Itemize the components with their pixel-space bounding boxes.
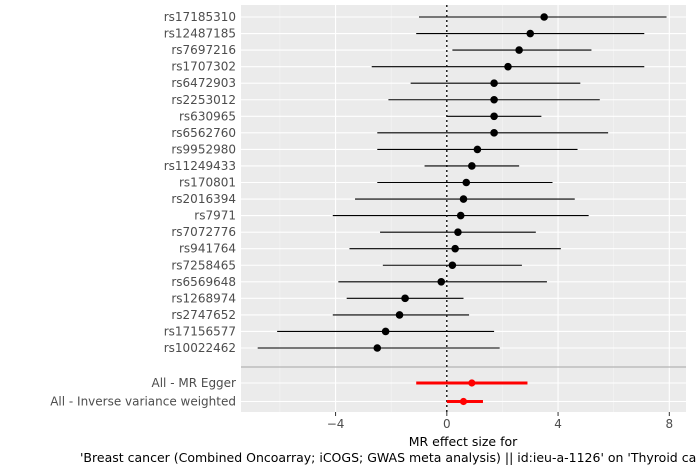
snp-point — [526, 29, 535, 38]
snp-point — [490, 112, 498, 121]
snp-label: rs6569648 — [171, 275, 236, 289]
snp-label: rs7971 — [194, 209, 236, 223]
snp-point — [468, 162, 476, 170]
summary-point — [468, 379, 476, 387]
snp-label: rs2747652 — [171, 308, 236, 322]
snp-label: rs12487185 — [164, 27, 236, 41]
snp-point — [490, 129, 498, 137]
snp-label: rs630965 — [179, 109, 236, 123]
snp-point — [490, 79, 498, 87]
x-tick-label: 4 — [554, 417, 562, 431]
snp-point — [456, 211, 465, 220]
snp-point — [401, 294, 409, 303]
snp-label: rs2253012 — [171, 93, 236, 107]
snp-point — [462, 178, 471, 187]
snp-point — [395, 311, 404, 319]
snp-point — [373, 344, 382, 352]
summary-label: All - Inverse variance weighted — [50, 395, 236, 409]
summary-label: All - MR Egger — [152, 376, 237, 390]
snp-label: rs941764 — [179, 242, 236, 256]
snp-label: rs11249433 — [164, 159, 236, 173]
snp-point — [437, 278, 446, 286]
snp-label: rs170801 — [179, 176, 236, 190]
snp-label: rs6562760 — [171, 126, 236, 140]
x-tick-label: 0 — [443, 417, 451, 431]
snp-point — [381, 327, 390, 336]
snp-label: rs7258465 — [171, 258, 236, 272]
snp-point — [454, 228, 462, 236]
snp-label: rs6472903 — [171, 76, 236, 90]
plot-panel — [241, 5, 686, 412]
snp-point — [473, 145, 482, 154]
x-tick-label: −4 — [327, 417, 345, 431]
x-axis-label-line2: 'Breast cancer (Combined Oncoarray; iCOG… — [80, 450, 696, 465]
snp-point — [448, 261, 457, 270]
summary-point — [459, 397, 468, 406]
snp-label: rs7072776 — [171, 225, 236, 239]
snp-point — [451, 244, 459, 253]
snp-point — [490, 95, 498, 104]
snp-label: rs10022462 — [164, 341, 236, 355]
snp-label: rs1268974 — [171, 291, 236, 305]
snp-point — [459, 195, 468, 203]
snp-point — [540, 13, 548, 21]
snp-label: rs1707302 — [171, 60, 236, 74]
snp-label: rs17185310 — [164, 10, 236, 24]
snp-label: rs7697216 — [171, 43, 236, 57]
snp-point — [515, 46, 523, 54]
snp-label: rs2016394 — [171, 192, 236, 206]
snp-point — [504, 62, 512, 71]
snp-label: rs17156577 — [164, 324, 236, 338]
snp-label: rs9952980 — [171, 142, 236, 156]
x-axis-label-line1: MR effect size for — [409, 434, 518, 449]
x-tick-label: 8 — [665, 417, 673, 431]
